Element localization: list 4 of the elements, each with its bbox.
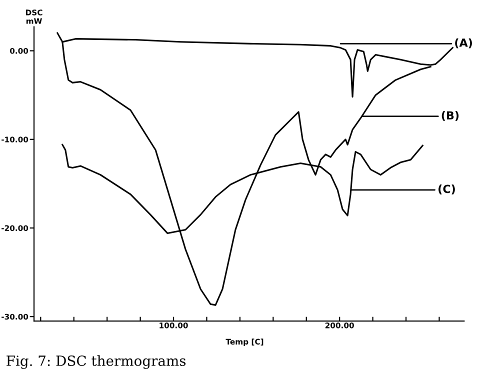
caption: Fig. 7: DSC thermograms	[6, 355, 186, 369]
annotation: (C)	[438, 184, 455, 194]
annotation: (B)	[442, 110, 459, 121]
annotation: (A)	[455, 38, 472, 48]
